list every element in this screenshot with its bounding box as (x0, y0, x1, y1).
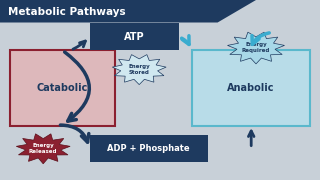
Text: Metabolic Pathways: Metabolic Pathways (8, 7, 126, 17)
FancyBboxPatch shape (90, 23, 179, 50)
Text: Anabolic: Anabolic (228, 83, 275, 93)
FancyBboxPatch shape (10, 50, 115, 126)
FancyBboxPatch shape (192, 50, 310, 126)
Polygon shape (0, 0, 256, 22)
Polygon shape (228, 32, 284, 64)
Text: Energy
Released: Energy Released (29, 143, 58, 154)
Text: ATP: ATP (124, 32, 145, 42)
Text: Catabolic: Catabolic (37, 83, 88, 93)
Polygon shape (112, 55, 166, 85)
Polygon shape (16, 134, 70, 164)
Text: Energy
Stored: Energy Stored (128, 64, 150, 75)
FancyBboxPatch shape (90, 135, 208, 162)
Text: Energy
Required: Energy Required (242, 42, 270, 53)
Text: ADP + Phosphate: ADP + Phosphate (108, 144, 190, 153)
